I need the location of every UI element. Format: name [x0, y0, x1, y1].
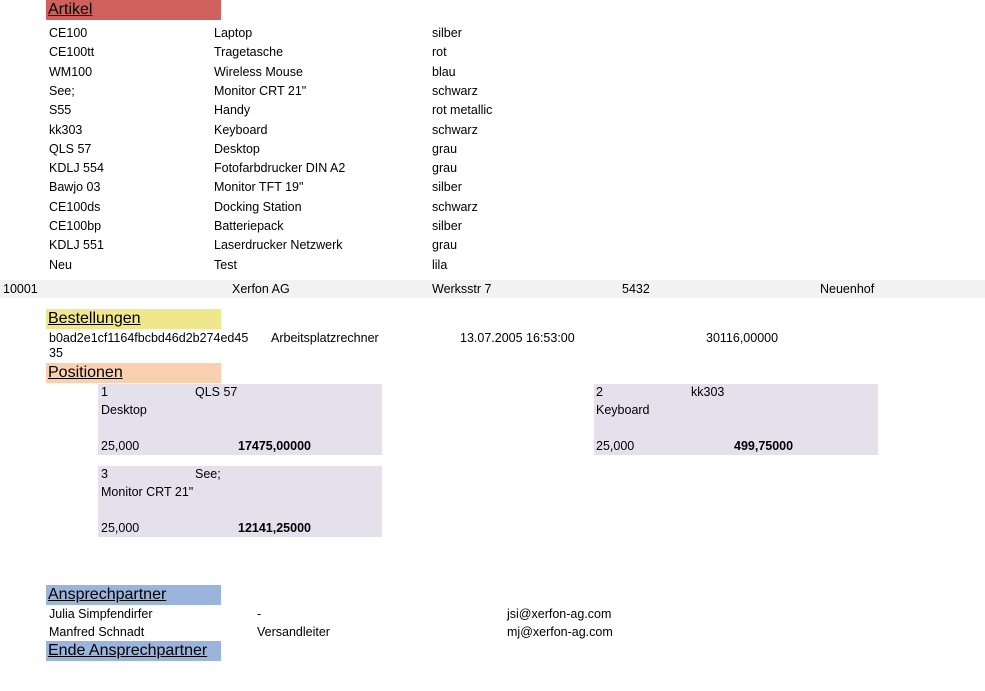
artikel-code: KDLJ 551	[49, 238, 104, 253]
order-datetime: 13.07.2005 16:53:00	[460, 331, 575, 345]
position-qty: 25,000	[596, 439, 635, 453]
position-card: 1 QLS 57 Desktop 25,000 17475,00000	[98, 384, 382, 455]
artikel-code: S55	[49, 103, 72, 118]
artikel-color: blau	[432, 64, 456, 79]
artikel-name: Tragetasche	[214, 45, 284, 60]
artikel-color: silber	[432, 26, 462, 40]
position-code: See;	[195, 467, 221, 481]
order-total: 30116,00000	[706, 331, 779, 345]
order-id-line2: 35	[49, 346, 63, 360]
artikel-color: schwarz	[432, 199, 478, 214]
artikel-code: WM100	[49, 64, 93, 79]
customer-street: Werksstr 7	[432, 282, 492, 296]
position-amount: 12141,25000	[238, 521, 311, 535]
bestellungen-heading: Bestellungen	[46, 309, 221, 329]
artikel-color: schwarz	[432, 122, 478, 137]
customer-city: Neuenhof	[820, 282, 875, 296]
position-code: kk303	[691, 385, 725, 399]
artikel-color: grau	[432, 141, 458, 156]
position-nr: 3	[101, 467, 108, 481]
artikel-name: Monitor CRT 21"	[214, 83, 307, 98]
artikel-color: silber	[432, 180, 462, 195]
customer-id: 10001	[3, 282, 38, 296]
position-code: QLS 57	[195, 385, 238, 399]
contact-role: Versandleiter	[257, 625, 330, 639]
artikel-heading: Artikel	[46, 0, 221, 20]
position-name: Desktop	[101, 403, 147, 417]
artikel-name: Laptop	[214, 26, 253, 40]
artikel-color: schwarz	[432, 83, 478, 98]
artikel-code: kk303	[49, 122, 83, 137]
contact-name: Julia Simpfendirfer	[49, 607, 153, 621]
order-description: Arbeitsplatzrechner	[271, 331, 379, 345]
artikel-code: CE100tt	[49, 45, 95, 60]
contact-role: -	[257, 607, 262, 621]
customer-zip: 5432	[622, 282, 650, 296]
position-name: Keyboard	[596, 403, 650, 417]
position-qty: 25,000	[101, 521, 140, 535]
artikel-code: CE100bp	[49, 219, 102, 233]
artikel-name: Batteriepack	[214, 219, 284, 233]
artikel-color: rot	[432, 45, 447, 60]
artikel-code: CE100ds	[49, 199, 101, 214]
position-amount: 17475,00000	[238, 439, 311, 453]
position-card: 3 See; Monitor CRT 21" 25,000 12141,2500…	[98, 466, 382, 537]
customer-row: 10001 Xerfon AG Werksstr 7 5432 Neuenhof	[0, 280, 985, 298]
artikel-name: Desktop	[214, 141, 260, 156]
artikel-name: Test	[214, 257, 237, 272]
customer-company: Xerfon AG	[232, 282, 290, 296]
position-qty: 25,000	[101, 439, 140, 453]
position-name: Monitor CRT 21"	[101, 485, 194, 499]
position-nr: 2	[596, 385, 603, 399]
artikel-name: Keyboard	[214, 122, 268, 137]
artikel-name: Monitor TFT 19"	[214, 180, 304, 195]
ende-ansprechpartner-heading: Ende Ansprechpartner	[46, 641, 221, 661]
artikel-name: Docking Station	[214, 199, 302, 214]
artikel-name: Fotofarbdrucker DIN A2	[214, 161, 346, 176]
artikel-color: grau	[432, 238, 458, 253]
artikel-name: Handy	[214, 103, 251, 118]
position-card: 2 kk303 Keyboard 25,000 499,75000	[594, 384, 878, 455]
artikel-code: Neu	[49, 257, 72, 272]
artikel-color: silber	[432, 219, 462, 233]
artikel-code: KDLJ 554	[49, 161, 104, 176]
contact-email: jsi@xerfon-ag.com	[507, 607, 612, 621]
position-amount: 499,75000	[734, 439, 794, 453]
ansprechpartner-heading: Ansprechpartner	[46, 585, 221, 605]
positionen-heading: Positionen	[46, 363, 221, 383]
contact-name: Manfred Schnadt	[49, 625, 145, 639]
artikel-code: Bawjo 03	[49, 180, 101, 195]
artikel-name: Laserdrucker Netzwerk	[214, 238, 343, 253]
artikel-code: CE100	[49, 26, 88, 40]
artikel-code: QLS 57	[49, 141, 92, 156]
artikel-color: lila	[432, 257, 448, 272]
artikel-name: Wireless Mouse	[214, 64, 303, 79]
contact-email: mj@xerfon-ag.com	[507, 625, 613, 639]
position-nr: 1	[101, 385, 108, 399]
artikel-color: rot metallic	[432, 103, 493, 118]
artikel-code: See;	[49, 83, 75, 98]
order-id-line1: b0ad2e1cf1164fbcbd46d2b274ed45	[49, 331, 249, 345]
artikel-color: grau	[432, 161, 458, 176]
